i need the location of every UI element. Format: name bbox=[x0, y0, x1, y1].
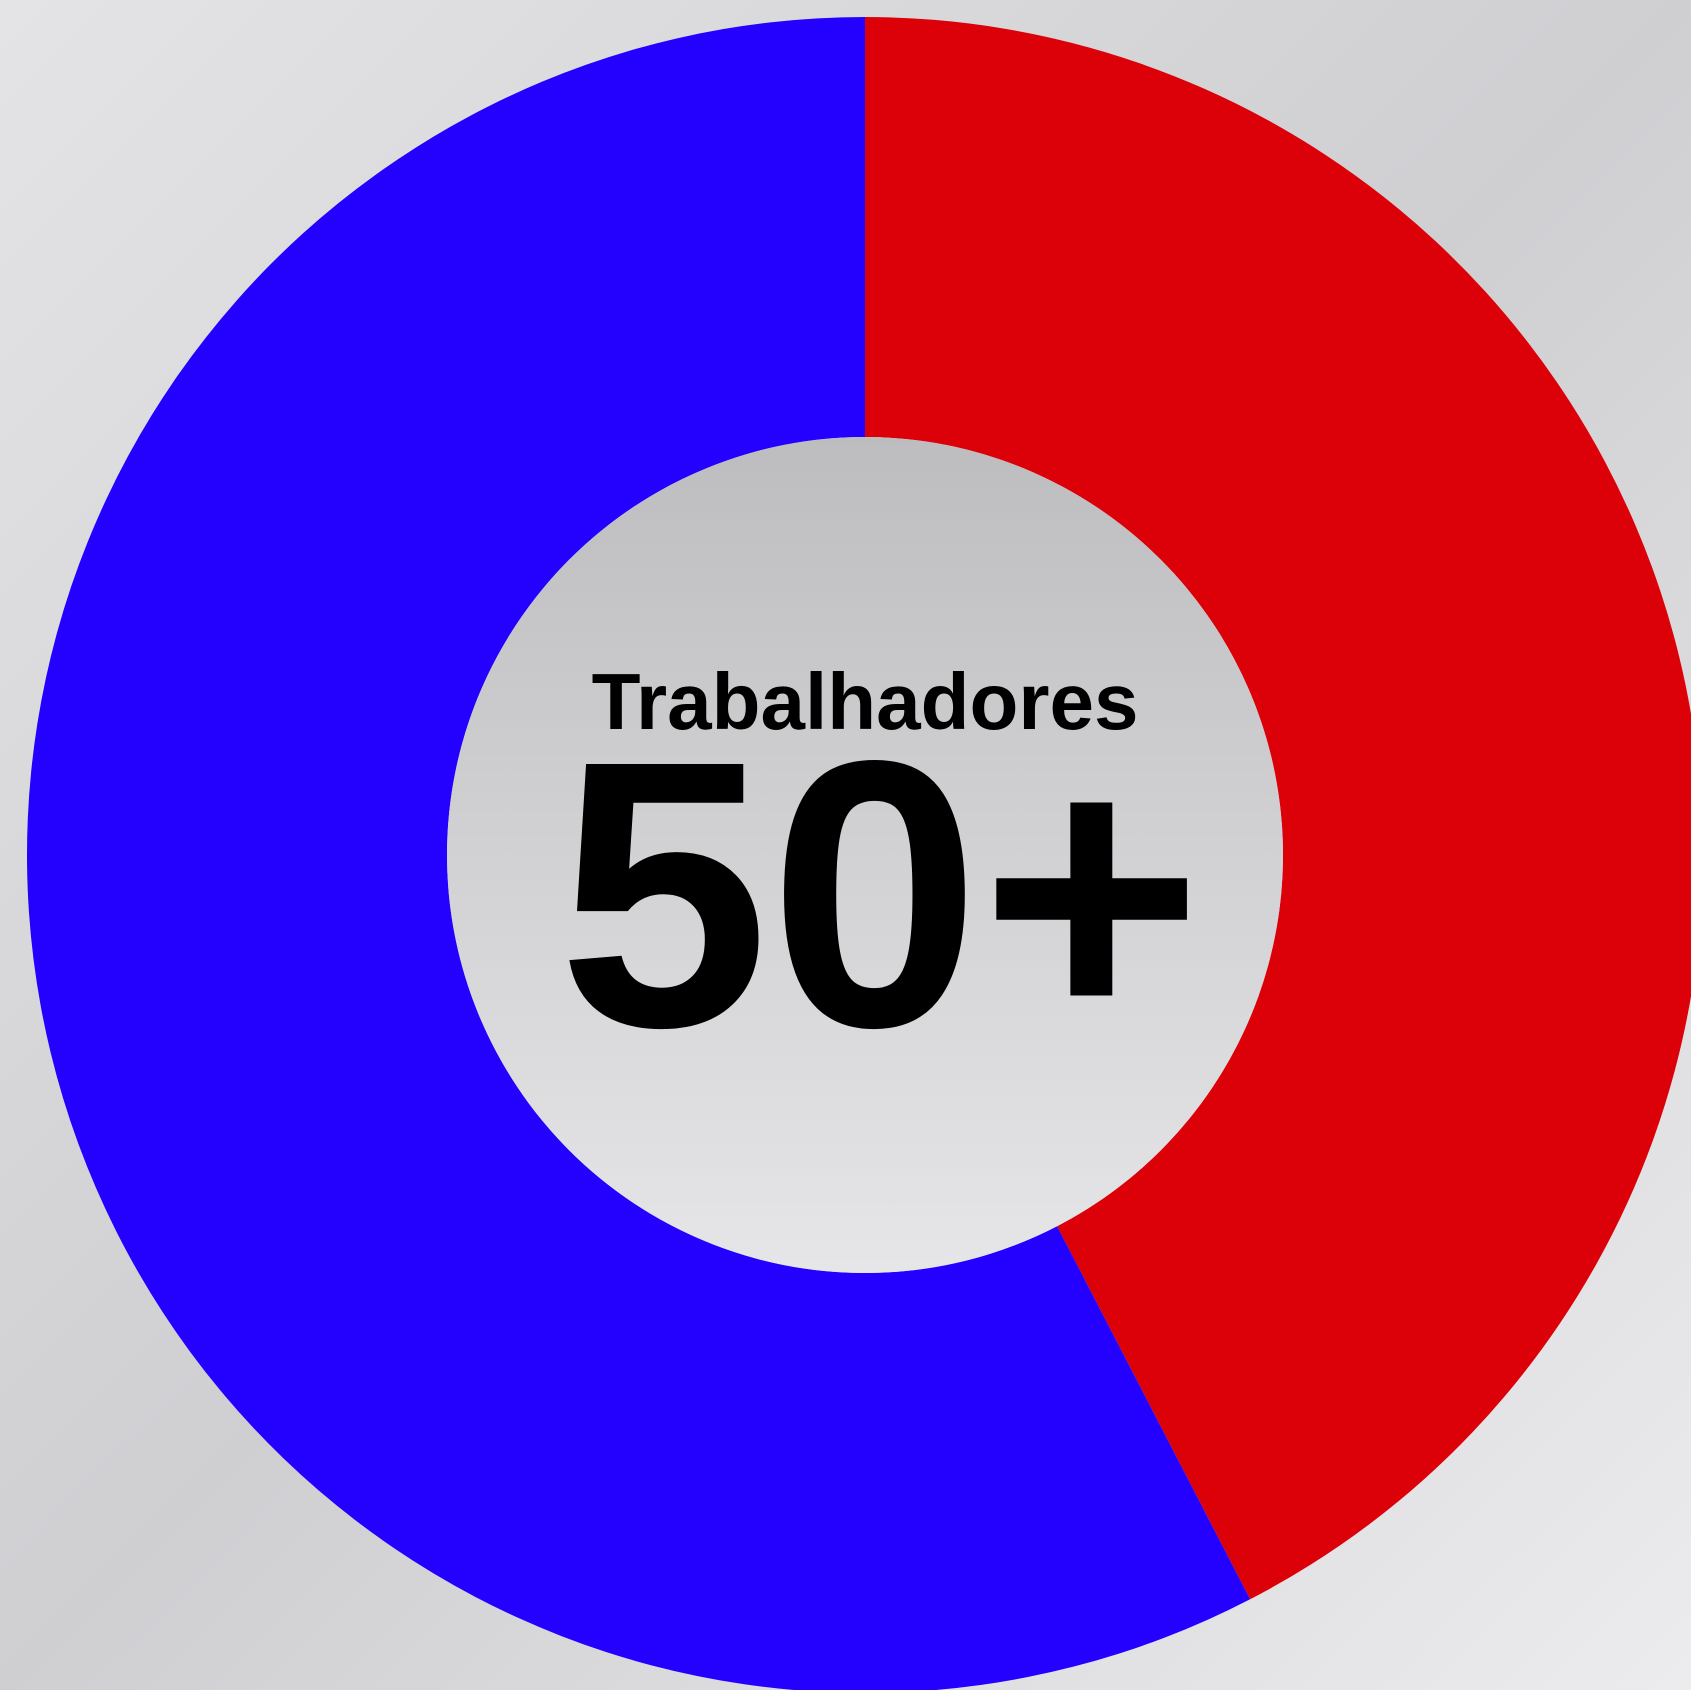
page: Trabalhadores 50+ (() => { const data = … bbox=[0, 0, 1691, 1690]
chart: Trabalhadores 50+ bbox=[0, 0, 1691, 1690]
center-value: 50+ bbox=[558, 681, 1203, 1106]
